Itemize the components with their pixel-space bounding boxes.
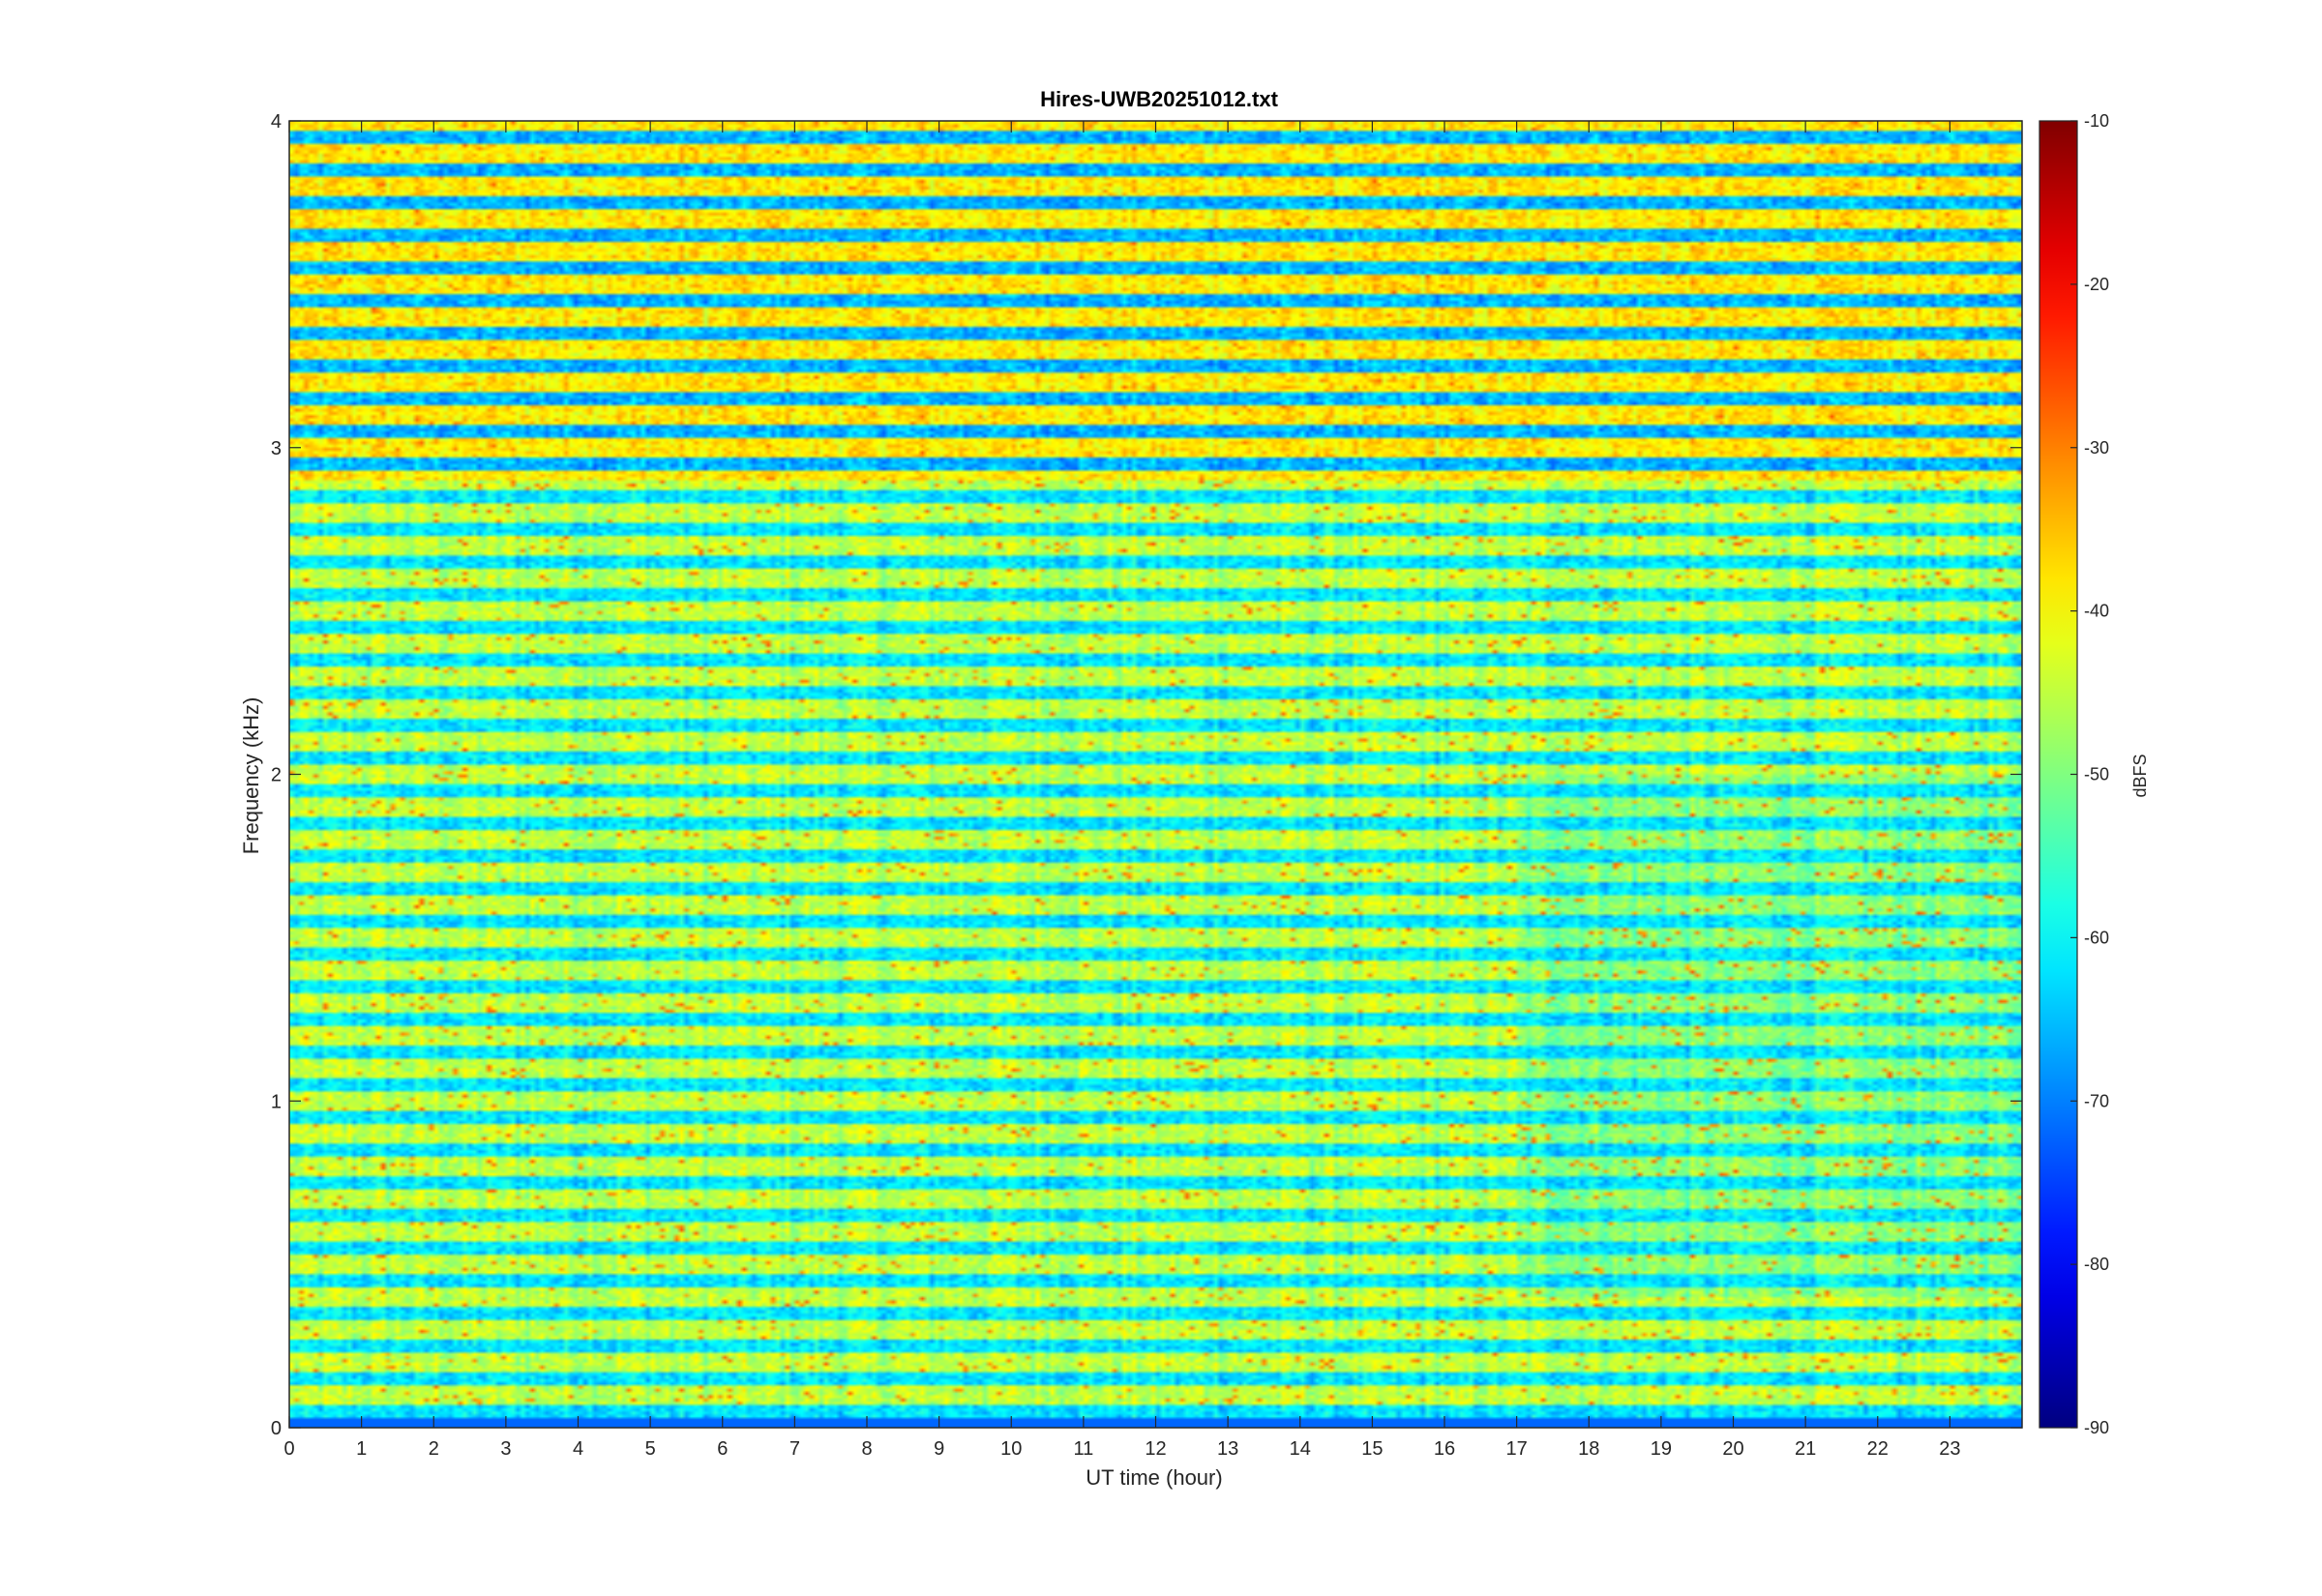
x-tick-label: 23 bbox=[1939, 1438, 1960, 1460]
y-tick-label: 2 bbox=[271, 765, 282, 786]
colorbar: -10 -20 -30 -40 -50 -60 -70 -80 -90 bbox=[2039, 111, 2109, 1437]
x-tick-label: 18 bbox=[1578, 1438, 1599, 1460]
x-tick-label: 3 bbox=[500, 1438, 511, 1460]
colorbar-tick-label: -80 bbox=[2084, 1255, 2109, 1274]
x-tick-label: 17 bbox=[1506, 1438, 1528, 1460]
y-tick-label: 1 bbox=[271, 1091, 282, 1112]
colorbar-tick-label: -20 bbox=[2084, 275, 2109, 294]
colorbar-tick-label: -90 bbox=[2084, 1418, 2109, 1437]
chart-title: Hires-UWB20251012.txt bbox=[1040, 87, 1278, 111]
colorbar-tick-label: -50 bbox=[2084, 765, 2109, 784]
x-tick-label: 4 bbox=[573, 1438, 583, 1460]
x-tick-label: 12 bbox=[1145, 1438, 1166, 1460]
x-tick-label: 22 bbox=[1867, 1438, 1889, 1460]
x-axis-label: UT time (hour) bbox=[1086, 1465, 1222, 1490]
x-tick-label: 6 bbox=[717, 1438, 728, 1460]
x-tick-label: 11 bbox=[1073, 1438, 1093, 1460]
y-tick-label: 3 bbox=[271, 438, 282, 459]
x-tick-label: 0 bbox=[283, 1438, 294, 1460]
x-tick-label: 1 bbox=[356, 1438, 367, 1460]
y-tick-label: 0 bbox=[271, 1418, 282, 1439]
colorbar-tick-label: -60 bbox=[2084, 928, 2109, 947]
x-tick-label: 9 bbox=[934, 1438, 944, 1460]
heatmap-cells bbox=[289, 121, 2022, 1428]
x-tick-label: 7 bbox=[789, 1438, 800, 1460]
x-tick-label: 14 bbox=[1290, 1438, 1311, 1460]
x-tick-label: 10 bbox=[1000, 1438, 1022, 1460]
x-tick-label: 13 bbox=[1217, 1438, 1238, 1460]
colorbar-tick-label: -30 bbox=[2084, 438, 2109, 458]
y-tick-label: 4 bbox=[271, 111, 282, 133]
x-axis: 0 1 2 3 4 5 6 7 8 9 10 11 12 13 14 15 16 17 18 19 20 21 22 23 bbox=[283, 121, 1961, 1460]
colorbar-tick-label: -70 bbox=[2084, 1091, 2109, 1110]
colorbar-tick-label: -10 bbox=[2084, 111, 2109, 131]
x-tick-label: 20 bbox=[1722, 1438, 1743, 1460]
colorbar-label: dBFS bbox=[2130, 754, 2150, 797]
x-tick-label: 5 bbox=[645, 1438, 656, 1460]
x-tick-label: 2 bbox=[429, 1438, 439, 1460]
x-tick-label: 21 bbox=[1795, 1438, 1816, 1460]
spectrogram-heatmap bbox=[289, 121, 2022, 1428]
x-tick-label: 8 bbox=[861, 1438, 872, 1460]
x-tick-label: 19 bbox=[1651, 1438, 1672, 1460]
x-tick-label: 16 bbox=[1434, 1438, 1455, 1460]
colorbar-tick-label: -40 bbox=[2084, 602, 2109, 621]
y-axis-label: Frequency (kHz) bbox=[239, 697, 263, 855]
x-tick-label: 15 bbox=[1361, 1438, 1383, 1460]
y-axis: 0 1 2 3 4 bbox=[271, 111, 2022, 1439]
